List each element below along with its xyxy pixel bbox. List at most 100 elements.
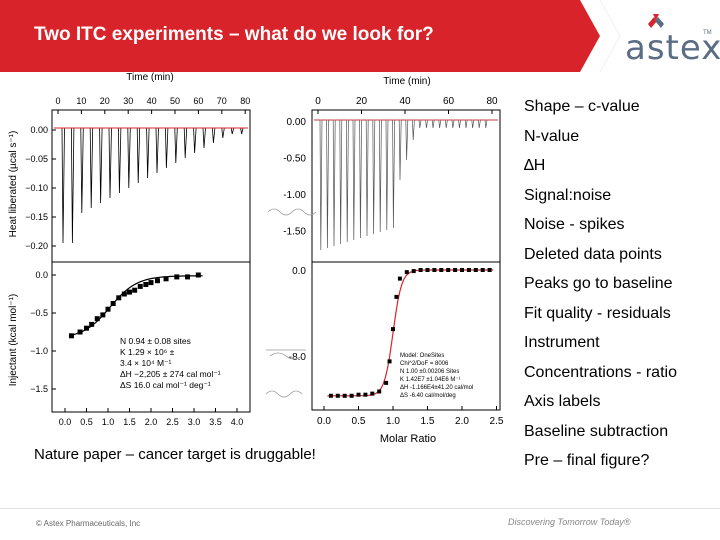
data-point: [384, 380, 389, 385]
itc-figure-svg: Time (min) 0 10 20 30 40 50 60 70 80 0.00−0.05−0…: [8, 72, 504, 445]
right-fit-curve: [327, 269, 493, 397]
figure-caption: Nature paper – cancer target is druggabl…: [34, 446, 316, 463]
checklist-item: N-value: [524, 127, 580, 145]
data-point: [394, 294, 399, 299]
data-point: [148, 280, 154, 286]
ratio-tick-label: 4.0: [231, 417, 244, 427]
time-tick-label: 10: [76, 96, 86, 106]
data-point: [335, 393, 340, 398]
ratio-tick-label: 2.0: [455, 416, 469, 427]
data-point: [121, 291, 127, 297]
data-point: [363, 392, 368, 397]
footer-tagline: Discovering Tomorrow Today®: [508, 517, 631, 527]
data-point: [110, 301, 116, 306]
time-tick-label: 0: [315, 96, 321, 107]
ratio-tick-label: 1.0: [386, 416, 400, 427]
ratio-tick-label: 0.5: [352, 416, 366, 427]
data-point: [453, 268, 458, 272]
right-time-ticks: 0 20 40 60 80: [315, 96, 498, 114]
right-fit-params: Model: OneSites Chi^2/DoF = 8006 N 1.00 ±0…: [400, 353, 473, 399]
inj-tick-label: −1.5: [30, 384, 48, 394]
right-inj-ticks: 0.0 -8.0: [289, 266, 307, 363]
checklist-item: Instrument: [524, 334, 600, 351]
ratio-tick-label: 2.0: [145, 417, 158, 427]
fit-param-line: N 1.00 ±0.00206 Sites: [400, 369, 459, 375]
data-point: [174, 274, 180, 280]
data-point: [439, 268, 444, 272]
left-heat-ylabel: Heat liberated (µcal s⁻¹): [8, 131, 19, 238]
data-point: [432, 268, 437, 272]
fit-param-line: K 1.42E7 ±1.04E6 M⁻¹: [400, 377, 461, 383]
slide-header: Two ITC experiments – what do we look fo…: [0, 0, 720, 72]
data-point: [342, 393, 347, 398]
left-time-ticks: 0 10 20 30 40 50 60 70 80: [55, 96, 250, 114]
data-point: [377, 389, 382, 394]
ratio-tick-label: 2.5: [490, 416, 504, 427]
ratio-tick-label: 1.5: [123, 417, 136, 427]
overlay-scribbles: [265, 208, 317, 398]
ratio-tick-label: 3.0: [188, 417, 201, 427]
data-point: [387, 359, 392, 364]
data-point: [418, 268, 423, 272]
ratio-tick-label: 0.0: [59, 417, 72, 427]
data-point: [328, 393, 333, 398]
data-point: [446, 268, 451, 272]
right-bottom-frame: [311, 261, 501, 411]
inj-tick-label: 0.0: [35, 270, 48, 280]
right-time-label: Time (min): [383, 76, 430, 87]
time-tick-label: 30: [123, 96, 133, 106]
right-heat-trace: [314, 119, 498, 251]
data-point: [94, 316, 100, 322]
data-point: [105, 306, 111, 312]
data-point: [195, 272, 201, 278]
time-tick-label: 80: [486, 96, 498, 107]
fit-param-line: ΔS -6.40 cal/mol/deg: [400, 393, 456, 399]
time-tick-label: 20: [100, 96, 110, 106]
data-point: [89, 321, 95, 327]
data-point: [391, 327, 395, 332]
fit-param-line: K 1.29 × 10⁶ ±: [120, 347, 175, 357]
fit-param-line: 3.4 × 10⁴ M⁻¹: [120, 358, 172, 368]
data-point: [154, 278, 160, 284]
footer-copyright: © Astex Pharmaceuticals, Inc: [36, 519, 141, 528]
checklist: Shape – c-value N-value ∆H Signal:noise Nois…: [524, 92, 677, 476]
title-bar: [0, 0, 600, 72]
left-inj-ylabel: Injectant (kcal mol⁻¹): [8, 294, 19, 387]
left-panel: Time (min) 0 10 20 30 40 50 60 70 80 0.00 −0.05 −0…: [8, 72, 251, 427]
checklist-item: Axis labels: [524, 393, 601, 410]
heat-tick-label: −0.10: [25, 183, 48, 193]
data-point: [370, 391, 375, 396]
data-point: [185, 274, 191, 280]
data-point: [480, 268, 485, 272]
left-heat-trace: [54, 127, 248, 244]
left-inj-ticks: 0.0 −0.5 −1.0 −1.5: [30, 270, 56, 394]
data-point: [143, 282, 149, 287]
right-ratio-ticks: 0.0 0.5 1.0 1.5 2.0 2.5: [317, 406, 504, 427]
data-point: [487, 268, 492, 272]
logo-mark-icon: [560, 0, 664, 72]
heat-tick-label: −0.05: [25, 154, 48, 164]
right-panel: Time (min) 0 20 40 60 80 0.00 -0.50 -1.00 -1.50…: [265, 76, 504, 445]
checklist-item: Concentrations - ratio: [524, 363, 677, 381]
checklist-item: Noise - spikes: [524, 216, 625, 233]
data-point: [127, 289, 132, 295]
heat-tick-label: 0.00: [30, 125, 48, 135]
inj-tick-label: 0.0: [292, 266, 306, 277]
ratio-tick-label: 1.0: [102, 417, 115, 427]
right-heat-ticks: 0.00 -0.50 -1.00 -1.50: [283, 117, 306, 238]
heat-tick-label: -1.50: [283, 227, 306, 238]
data-point: [349, 393, 354, 398]
checklist-item: Pre – final figure?: [524, 452, 650, 469]
data-point: [100, 312, 106, 318]
fit-param-line: Chi^2/DoF = 8006: [400, 361, 449, 367]
fit-param-line: Model: OneSites: [400, 353, 444, 359]
time-tick-label: 0: [55, 96, 60, 106]
time-tick-label: 50: [170, 96, 180, 106]
fit-param-line: N 0.94 ± 0.08 sites: [120, 336, 191, 346]
time-tick-label: 60: [193, 96, 203, 106]
data-point: [425, 268, 430, 272]
ratio-tick-label: 1.5: [421, 416, 435, 427]
fit-param-line: ΔS 16.0 cal mol⁻¹ deg⁻¹: [120, 380, 211, 390]
data-point: [460, 268, 464, 272]
